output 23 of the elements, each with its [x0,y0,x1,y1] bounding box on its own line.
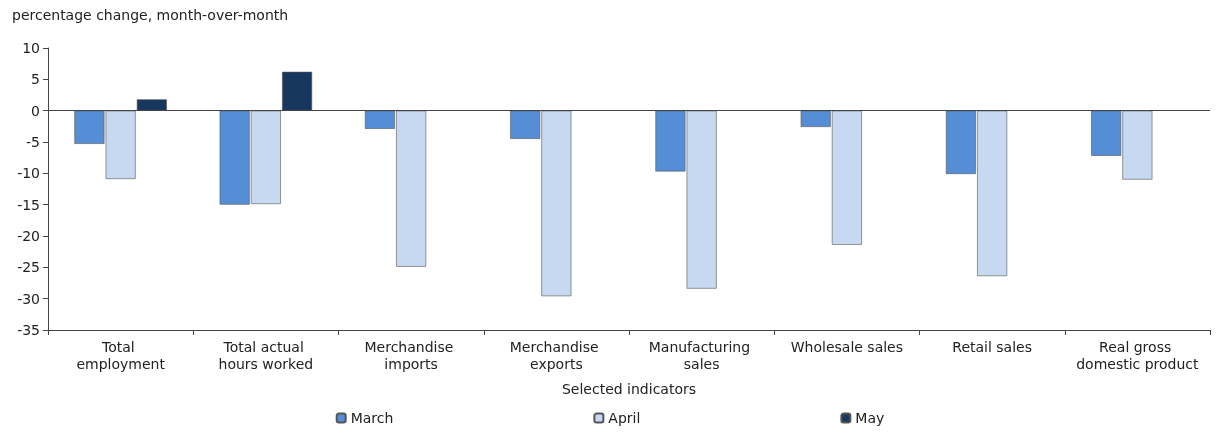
x-tick-label: Manufacturing sales [648,338,755,372]
legend-label: March [350,410,394,426]
x-tick-label: Wholesale sales [790,338,904,355]
x-tick-label: Total employment [76,338,166,372]
y-tick-label: -15 [17,196,40,213]
y-tick-label: -35 [17,322,40,338]
x-axis-title: Selected indicators [561,381,697,397]
y-axis-title: percentage change, month-over-month [12,7,289,23]
y-tick-label: 10 [22,40,40,56]
y-tick-label: -30 [17,290,40,307]
legend-label: May [855,410,885,426]
x-tick-label: Merchandise imports [364,338,458,372]
y-tick-label: 5 [31,71,40,88]
x-tick-label: Retail sales [952,338,1032,355]
y-tick-label: -20 [17,228,40,244]
y-tick-label: 0 [31,102,40,119]
y-tick-label: -5 [26,134,40,150]
legend-label: April [608,410,641,426]
x-tick-label: Real gross domestic product [1076,338,1200,372]
x-tick-label: Merchandise exports [509,338,604,372]
y-tick-label: -10 [17,165,40,182]
y-tick-label: -25 [17,259,40,276]
x-tick-label: Total actual hours worked [218,338,314,372]
